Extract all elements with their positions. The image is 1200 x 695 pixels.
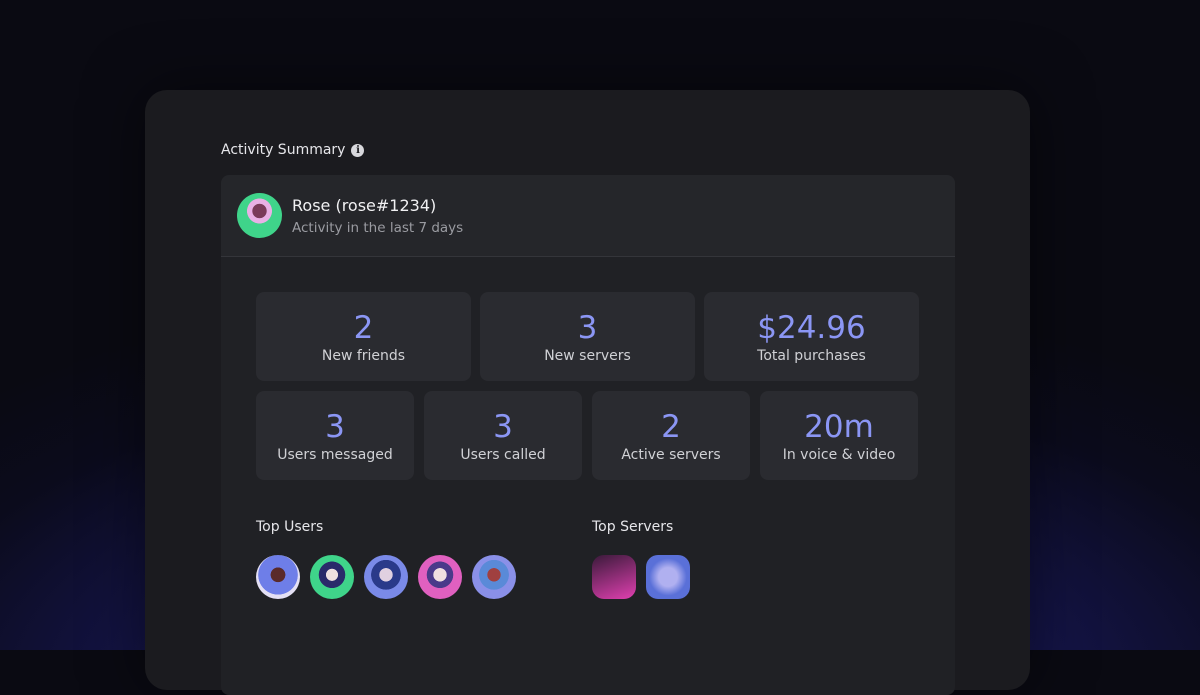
summary-card: Rose (rose#1234) Activity in the last 7 … [221,175,955,695]
stat-tile: 3 Users called [424,391,582,480]
activity-panel: Activity Summary i Rose (rose#1234) Acti… [145,90,1030,695]
user-subtitle: Activity in the last 7 days [292,219,464,236]
stat-tile: 3 New servers [480,292,695,381]
stat-value: 2 [353,309,374,346]
top-servers-list [592,555,690,599]
stat-value: 20m [804,408,874,445]
stat-tile: 3 Users messaged [256,391,414,480]
user-avatar[interactable] [472,555,516,599]
server-icon-duck[interactable] [646,555,690,599]
user-name: Rose (rose#1234) [292,195,437,215]
user-avatar[interactable] [364,555,408,599]
stat-label: Active servers [621,446,721,463]
stat-tile: $24.96 Total purchases [704,292,919,381]
title-text: Activity Summary [221,142,346,158]
stat-value: 3 [577,309,598,346]
stat-tile: 2 Active servers [592,391,750,480]
stat-label: Users messaged [277,446,393,463]
stat-label: New friends [321,347,406,364]
stat-label: Total purchases [757,347,866,364]
stat-tile: 20m In voice & video [760,391,918,480]
stat-label: In voice & video [782,446,896,463]
stat-value: $24.96 [757,309,866,346]
stat-value: 3 [493,408,513,445]
stat-label: Users called [460,446,546,463]
section-title: Activity Summary i [221,142,365,158]
avatar [237,193,282,238]
info-icon[interactable]: i [351,143,365,157]
top-users-label: Top Users [256,519,324,535]
top-servers-label: Top Servers [592,519,674,535]
user-avatar[interactable] [256,555,300,599]
user-avatar[interactable] [310,555,354,599]
stat-value: 3 [325,408,345,445]
server-icon-hammer[interactable] [592,555,636,599]
stat-value: 2 [661,408,681,445]
user-avatar[interactable] [418,555,462,599]
stat-tile: 2 New friends [256,292,471,381]
stat-label: New servers [544,347,631,364]
user-header: Rose (rose#1234) Activity in the last 7 … [221,175,955,257]
top-users-list [256,555,516,599]
